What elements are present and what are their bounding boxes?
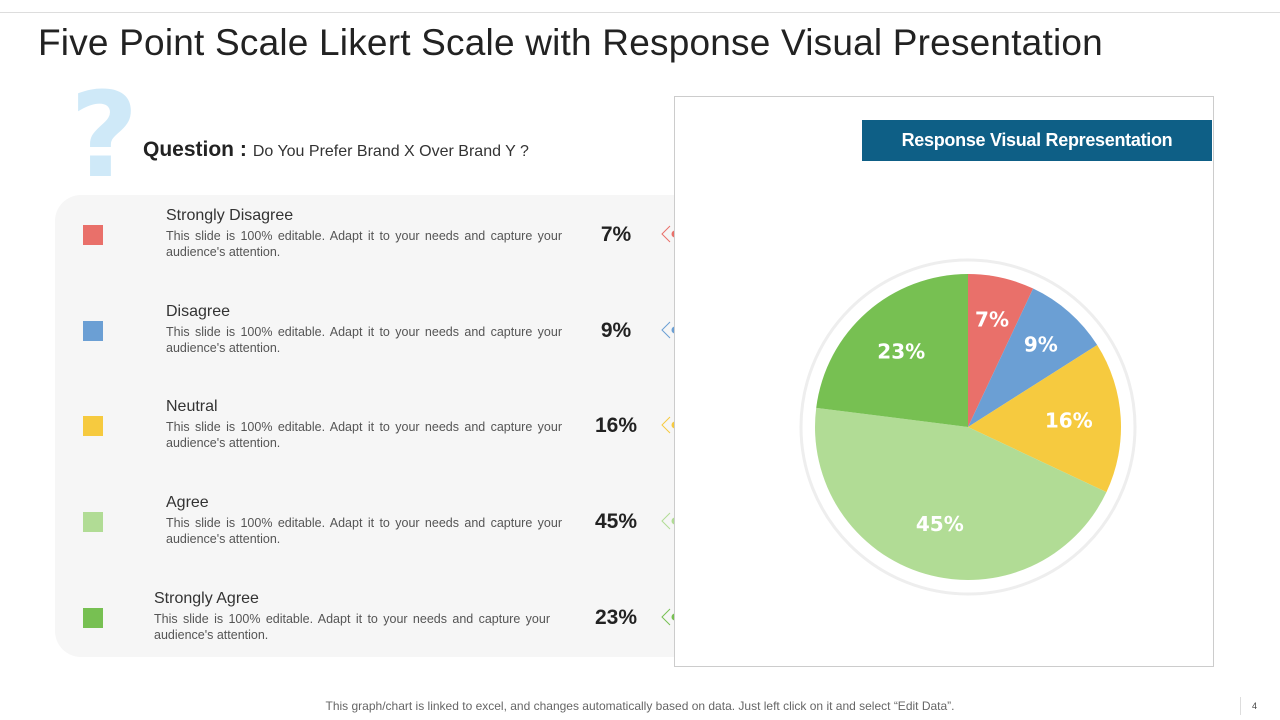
- item-percent: 9%: [600, 319, 632, 342]
- color-swatch: [83, 321, 103, 341]
- likert-item: Strongly Agree This slide is 100% editab…: [0, 590, 680, 650]
- color-swatch: [83, 608, 103, 628]
- question-mark-icon: ?: [70, 66, 139, 204]
- likert-item: Disagree This slide is 100% editable. Ad…: [0, 303, 680, 363]
- pie-slice-agree[interactable]: [815, 407, 1107, 581]
- chart-header: Response Visual Representation: [862, 120, 1212, 161]
- item-label: Agree: [166, 494, 209, 511]
- item-percent: 7%: [600, 223, 632, 246]
- item-label: Neutral: [166, 398, 218, 415]
- likert-item: Neutral This slide is 100% editable. Ada…: [0, 398, 680, 458]
- top-divider: [0, 12, 1280, 13]
- pie-data-label: 45%: [916, 512, 964, 536]
- item-label: Strongly Agree: [154, 590, 259, 607]
- question-label: Question :: [143, 138, 247, 161]
- item-description: This slide is 100% editable. Adapt it to…: [154, 612, 550, 642]
- pie-slice-disagree[interactable]: [968, 288, 1098, 427]
- color-swatch: [83, 225, 103, 245]
- question: Question : Do You Prefer Brand X Over Bra…: [143, 138, 529, 162]
- item-description: This slide is 100% editable. Adapt it to…: [166, 516, 562, 546]
- color-swatch: [83, 512, 103, 532]
- pie-slice-strongly-agree[interactable]: [816, 274, 968, 427]
- likert-item: Agree This slide is 100% editable. Adapt…: [0, 494, 680, 554]
- footer-note: This graph/chart is linked to excel, and…: [325, 699, 955, 713]
- item-description: This slide is 100% editable. Adapt it to…: [166, 420, 562, 450]
- pie-data-label: 16%: [1045, 409, 1093, 433]
- pie-data-label: 9%: [1024, 332, 1058, 356]
- item-label: Disagree: [166, 303, 231, 320]
- page-title: Five Point Scale Likert Scale with Respo…: [38, 22, 1103, 63]
- pie-slice-neutral[interactable]: [968, 345, 1121, 493]
- pie-slice-strongly-disagree[interactable]: [968, 274, 1034, 427]
- page-number: 4: [1240, 697, 1268, 715]
- color-swatch: [83, 416, 103, 436]
- likert-item: Strongly Disagree This slide is 100% edi…: [0, 207, 680, 267]
- item-percent: 16%: [594, 414, 638, 437]
- pie-data-label: 7%: [975, 307, 1009, 331]
- pie-chart: 7% 9% 16% 45% 23%: [799, 258, 1137, 596]
- item-percent: 45%: [594, 510, 638, 533]
- item-description: This slide is 100% editable. Adapt it to…: [166, 325, 562, 355]
- item-description: This slide is 100% editable. Adapt it to…: [166, 229, 562, 259]
- question-text: Do You Prefer Brand X Over Brand Y ?: [252, 143, 529, 160]
- pie-data-label: 23%: [877, 339, 925, 363]
- item-percent: 23%: [594, 606, 638, 629]
- responses-panel: [55, 195, 712, 657]
- item-label: Strongly Disagree: [166, 207, 294, 224]
